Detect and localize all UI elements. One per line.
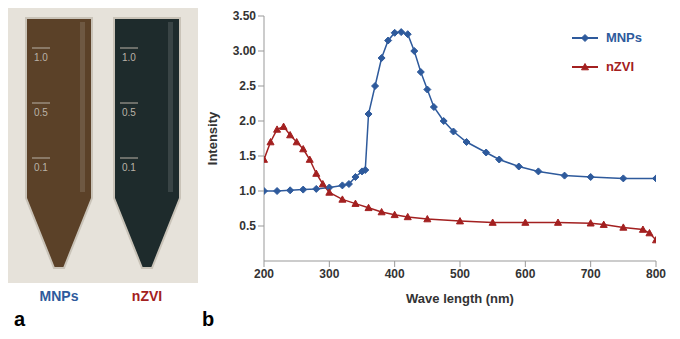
svg-text:600: 600 xyxy=(515,267,535,281)
svg-text:1.0: 1.0 xyxy=(239,184,256,198)
svg-text:Wave length (nm): Wave length (nm) xyxy=(406,291,514,306)
html-text:b: b xyxy=(202,308,215,330)
svg-text:Intensity: Intensity xyxy=(205,111,220,165)
svg-text:2.5: 2.5 xyxy=(239,79,256,93)
svg-text:0.5: 0.5 xyxy=(34,107,48,118)
html-text:nZVI: nZVI xyxy=(605,59,634,74)
svg-text:500: 500 xyxy=(450,267,470,281)
svg-text:1.5: 1.5 xyxy=(239,149,256,163)
svg-text:2.0: 2.0 xyxy=(239,114,256,128)
svg-text:0.1: 0.1 xyxy=(34,162,48,173)
svg-text:700: 700 xyxy=(581,267,601,281)
svg-text:0.5: 0.5 xyxy=(122,107,136,118)
svg-text:0.1: 0.1 xyxy=(122,162,136,173)
svg-text:a: a xyxy=(14,308,26,330)
svg-text:400: 400 xyxy=(385,267,405,281)
svg-text:800: 800 xyxy=(646,267,666,281)
svg-text:1.0: 1.0 xyxy=(34,52,48,63)
html-text:MNPs: MNPs xyxy=(605,30,642,45)
svg-text:nZVI: nZVI xyxy=(132,288,162,304)
svg-text:1.0: 1.0 xyxy=(122,52,136,63)
svg-text:3.50: 3.50 xyxy=(233,9,257,23)
svg-text:200: 200 xyxy=(254,267,274,281)
svg-text:MNPs: MNPs xyxy=(40,288,79,304)
svg-text:0.5: 0.5 xyxy=(239,219,256,233)
svg-text:300: 300 xyxy=(319,267,339,281)
svg-text:3.00: 3.00 xyxy=(233,44,257,58)
